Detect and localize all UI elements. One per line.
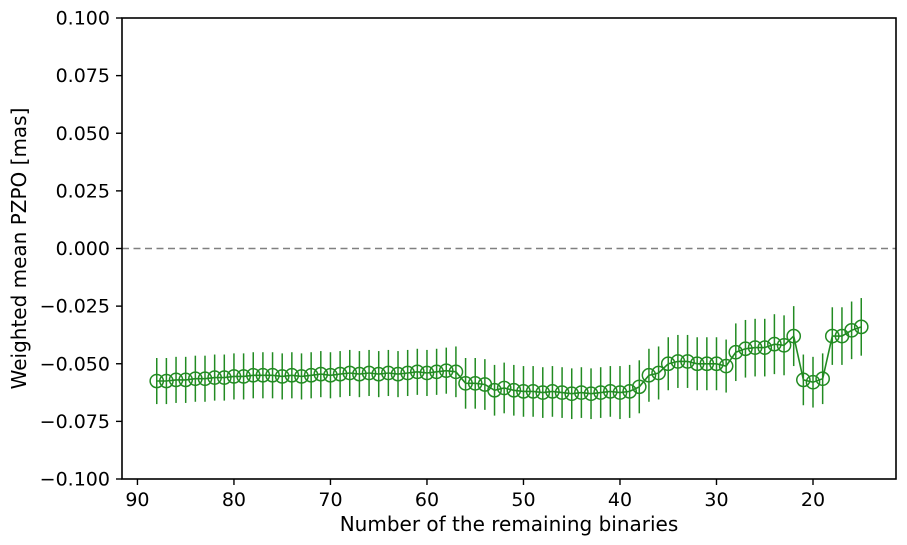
- data-point-marker: [574, 385, 589, 400]
- data-point-marker: [371, 366, 387, 382]
- x-tick-label: 50: [511, 489, 535, 511]
- data-point-marker: [689, 356, 705, 372]
- x-tick-label: 20: [801, 489, 825, 511]
- data-point-marker: [438, 363, 454, 379]
- data-point-marker: [409, 364, 425, 380]
- y-tick-label: −0.100: [40, 469, 110, 491]
- data-point-marker: [651, 365, 666, 381]
- data-point-marker: [738, 341, 753, 357]
- data-point-marker: [149, 373, 165, 389]
- data-point-marker: [516, 384, 531, 399]
- data-point-marker: [622, 384, 637, 399]
- x-axis-ticks: 90 80 70 60 50 40 30 20: [125, 479, 825, 511]
- data-point-marker: [178, 372, 194, 388]
- x-tick-label: 30: [704, 489, 728, 511]
- data-point-marker: [535, 385, 551, 400]
- data-point-marker: [815, 371, 831, 387]
- data-point-marker: [506, 382, 522, 398]
- y-tick-label: 0.100: [56, 8, 110, 30]
- data-point-marker: [545, 384, 560, 399]
- y-tick-label: 0.000: [56, 238, 110, 260]
- data-point-marker: [853, 319, 869, 335]
- data-point-marker: [226, 369, 242, 384]
- data-point-marker: [303, 367, 319, 383]
- data-point-marker: [419, 365, 435, 381]
- y-tick-label: 0.075: [56, 65, 110, 87]
- data-point-marker: [352, 366, 367, 382]
- series-line: [156, 326, 862, 395]
- data-point-marker: [824, 328, 840, 344]
- data-point-marker: [583, 386, 599, 402]
- y-tick-label: −0.050: [40, 353, 110, 375]
- data-point-marker: [361, 365, 377, 381]
- data-point-marker: [554, 385, 570, 400]
- data-point-marker: [207, 370, 222, 385]
- data-point-marker: [796, 372, 811, 388]
- y-tick-label: 0.050: [56, 123, 110, 145]
- data-point-marker: [313, 366, 329, 382]
- data-point-marker: [381, 365, 396, 381]
- data-point-marker: [757, 340, 773, 355]
- data-point-marker: [680, 354, 695, 369]
- data-point-marker: [187, 371, 203, 387]
- data-point-marker: [805, 374, 821, 390]
- data-point-marker: [323, 367, 338, 383]
- x-tick-label: 90: [125, 489, 149, 511]
- data-point-marker: [747, 340, 763, 355]
- data-point-marker: [390, 366, 406, 382]
- data-point-marker: [699, 356, 715, 372]
- x-tick-label: 40: [608, 489, 632, 511]
- x-axis-label: Number of the remaining binaries: [340, 512, 679, 536]
- data-point-marker: [709, 356, 724, 372]
- data-point-marker: [564, 386, 580, 402]
- data-point-marker: [294, 369, 309, 384]
- y-axis-label: Weighted mean PZPO [mas]: [7, 108, 31, 390]
- data-point-marker: [786, 328, 802, 344]
- data-point-marker: [400, 365, 416, 381]
- y-tick-label: 0.025: [56, 180, 110, 202]
- data-point-marker: [265, 367, 280, 383]
- y-tick-label: −0.075: [40, 411, 110, 433]
- y-axis-ticks: 0.100 0.075 0.050 0.025 0.000 −0.025 −0.050 −0.…: [40, 8, 122, 491]
- data-point-marker: [332, 366, 348, 382]
- data-point-marker: [467, 375, 483, 391]
- data-point-marker: [274, 369, 290, 384]
- data-point-marker: [236, 369, 251, 384]
- data-markers-group: [149, 319, 869, 402]
- data-point-marker: [767, 336, 782, 352]
- data-point-marker: [602, 384, 618, 399]
- data-point-marker: [284, 367, 300, 383]
- data-point-marker: [612, 385, 628, 400]
- y-tick-label: −0.025: [40, 296, 110, 318]
- x-tick-label: 70: [318, 489, 342, 511]
- data-point-marker: [245, 367, 261, 383]
- data-point-marker: [718, 358, 734, 374]
- data-point-marker: [641, 367, 657, 383]
- data-point-marker: [255, 367, 271, 383]
- data-point-marker: [458, 375, 473, 391]
- data-point-marker: [728, 344, 744, 360]
- data-point-marker: [168, 372, 184, 388]
- data-point-marker: [216, 370, 232, 385]
- data-point-marker: [448, 364, 464, 380]
- data-point-marker: [660, 356, 676, 372]
- x-tick-label: 60: [415, 489, 439, 511]
- data-point-marker: [670, 354, 686, 369]
- data-point-marker: [159, 373, 174, 389]
- data-point-marker: [342, 365, 358, 381]
- data-point-marker: [631, 379, 647, 395]
- data-point-marker: [487, 382, 502, 398]
- x-tick-label: 80: [222, 489, 246, 511]
- data-point-marker: [593, 385, 609, 400]
- error-bars-group: [155, 298, 863, 420]
- data-point-marker: [197, 371, 213, 387]
- data-point-marker: [844, 322, 859, 338]
- data-point-marker: [525, 384, 541, 399]
- data-point-marker: [496, 380, 512, 396]
- data-point-marker: [429, 364, 444, 380]
- data-point-marker: [776, 337, 792, 353]
